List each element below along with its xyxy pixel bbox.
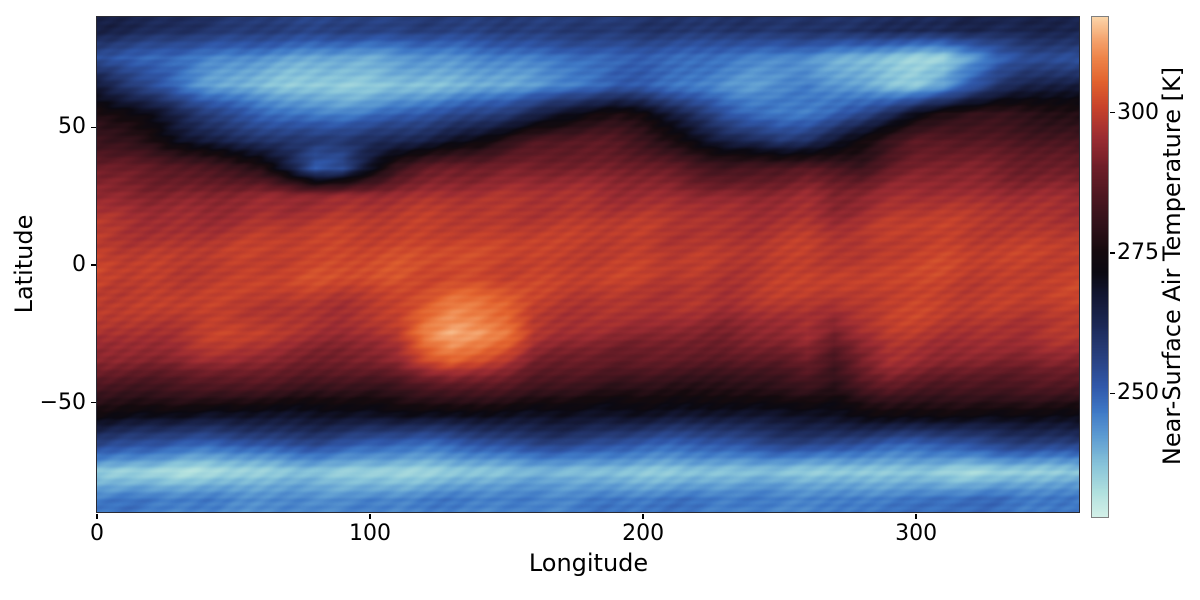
colorbar-tick-label: 250	[1117, 380, 1159, 406]
x-tick-label: 200	[622, 521, 665, 546]
x-axis-label: Longitude	[528, 549, 649, 577]
y-tick	[91, 402, 96, 404]
y-tick-label: −50	[39, 389, 86, 415]
colorbar-tick-label: 275	[1117, 239, 1159, 265]
y-tick	[91, 264, 96, 266]
colorbar-gradient	[1092, 17, 1108, 517]
colorbar-label: Near-Surface Air Temperature [K]	[1158, 66, 1186, 466]
y-tick	[91, 126, 96, 128]
temperature-heatmap	[97, 17, 1080, 513]
colorbar-tick	[1110, 111, 1115, 114]
colorbar-tick-label: 300	[1117, 99, 1159, 125]
x-tick	[642, 514, 644, 519]
y-tick-label: 0	[72, 252, 86, 277]
x-tick-label: 300	[895, 521, 938, 546]
x-tick	[96, 514, 98, 519]
x-tick-label: 0	[90, 521, 104, 546]
colorbar	[1091, 16, 1109, 518]
colorbar-tick	[1110, 392, 1115, 395]
colorbar-tick	[1110, 252, 1115, 254]
x-tick-label: 100	[349, 521, 392, 546]
x-tick	[915, 514, 917, 519]
x-tick	[369, 514, 371, 519]
y-tick-label: 50	[58, 114, 86, 140]
